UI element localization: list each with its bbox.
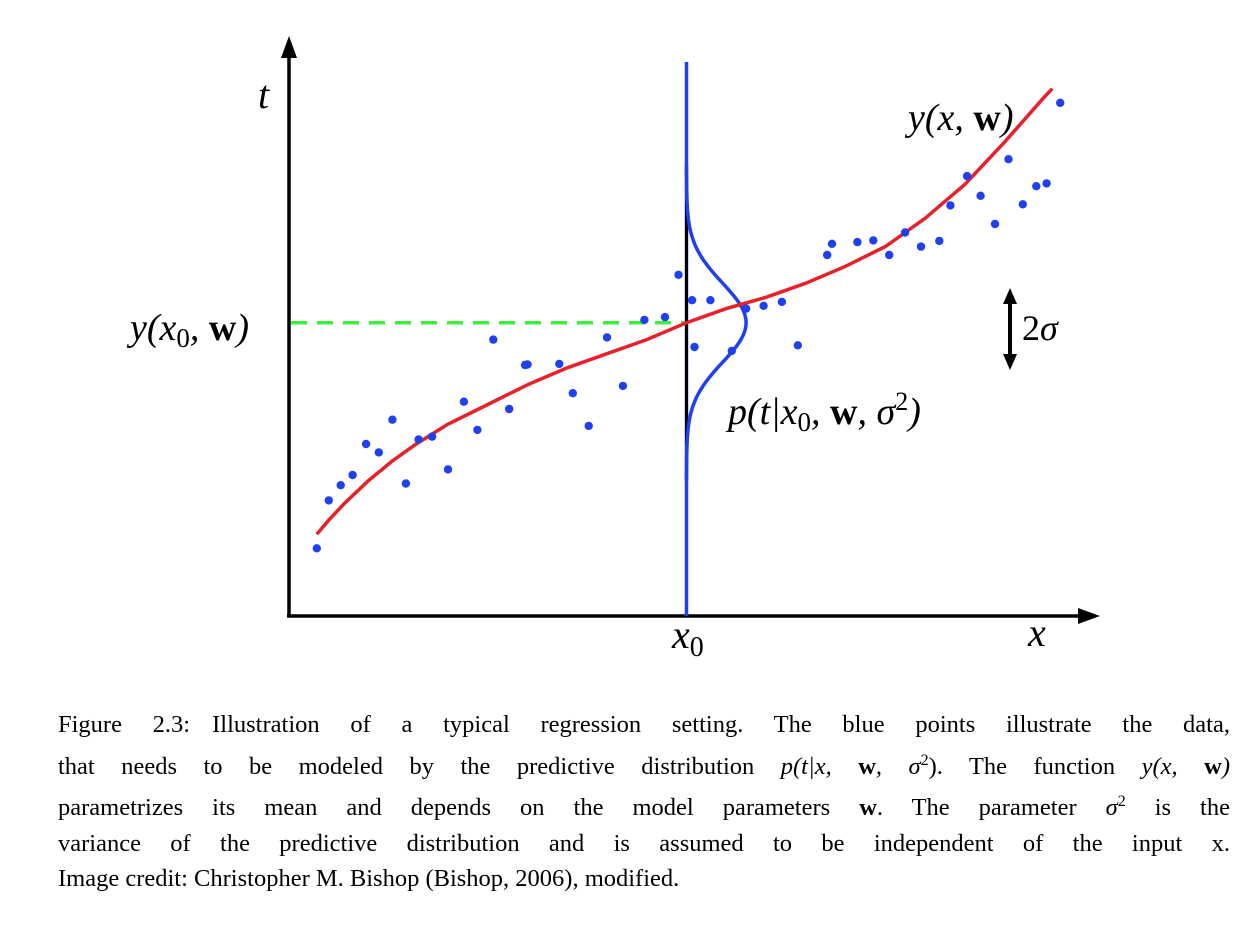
predictive-distribution-curve (684, 164, 748, 481)
data-point (312, 544, 321, 553)
caption-line: parametrizes its mean and depends on the… (58, 784, 1230, 826)
data-point (555, 359, 564, 369)
data-point (324, 496, 333, 505)
data-point (916, 242, 926, 251)
data-point (976, 191, 985, 200)
x-axis-label: x (1027, 610, 1046, 655)
caption-segment: variance of the predictive distribution … (58, 829, 1230, 857)
caption-segment: Image credit: Christopher M. Bishop (Bis… (58, 865, 680, 893)
data-points (312, 98, 1065, 553)
data-point (1004, 155, 1013, 164)
caption-segment: w (1204, 752, 1222, 780)
data-point (900, 228, 910, 237)
data-point (946, 201, 955, 210)
caption-segment: 2 (920, 751, 929, 769)
data-point (674, 270, 683, 279)
data-point (687, 296, 697, 305)
data-point (853, 237, 862, 247)
data-point (401, 479, 411, 488)
caption-segment: Illustration of a typical regression set… (212, 711, 1230, 738)
caption-segment: p(t|x, (780, 752, 859, 780)
data-point (568, 389, 577, 398)
t-axis-label: t (258, 72, 270, 117)
data-point (348, 470, 357, 480)
data-point (388, 415, 397, 424)
caption-segment: ) (1221, 752, 1230, 780)
data-point (505, 404, 514, 414)
data-point (823, 250, 832, 260)
data-point (459, 397, 469, 406)
data-point (1042, 179, 1051, 188)
data-point (473, 425, 482, 435)
caption-line: Figure 2.3: Illustration of a typical reg… (58, 707, 1230, 743)
data-point (443, 465, 453, 474)
caption-segment: y(x, (1141, 752, 1205, 780)
data-point (1018, 200, 1027, 209)
data-point (336, 481, 345, 490)
caption-line: Image credit: Christopher M. Bishop (Bis… (58, 861, 1230, 897)
caption-segment: . The parameter (876, 794, 1106, 822)
caption-segment: that needs to be modeled by the predicti… (58, 752, 781, 780)
data-point (427, 432, 437, 441)
data-point (618, 381, 628, 391)
data-point (706, 296, 715, 305)
data-point (759, 301, 768, 310)
data-point (962, 171, 972, 181)
caption-segment: ). The function (928, 752, 1142, 780)
t-axis-arrowhead (281, 36, 297, 58)
caption-segment: w (859, 794, 877, 822)
data-point (827, 239, 837, 248)
data-point (727, 346, 736, 356)
x-axis-arrowhead (1078, 608, 1100, 624)
data-point (584, 421, 593, 431)
data-point (374, 448, 383, 457)
curve-label: y(x, w) (904, 97, 1014, 139)
data-point (361, 439, 371, 449)
caption-line: that needs to be modeled by the predicti… (58, 743, 1230, 785)
data-point (777, 297, 787, 307)
caption-segment: 2 (1117, 793, 1126, 811)
data-point (1056, 98, 1065, 108)
data-point (660, 312, 670, 322)
data-point (414, 435, 423, 444)
caption-segment: σ (1105, 794, 1118, 822)
data-point (990, 219, 1000, 229)
predictive-distribution-label: p(t|x0, w, σ2) (725, 387, 921, 437)
caption-segment: is the (1125, 794, 1230, 822)
data-point (640, 315, 649, 325)
data-point (489, 335, 498, 344)
x0-tick-label: x0 (671, 612, 704, 663)
caption-line: variance of the predictive distribution … (58, 826, 1230, 862)
data-point (690, 342, 699, 352)
regression-curve (315, 87, 1054, 536)
data-point (741, 304, 751, 313)
caption-segment: w (858, 752, 876, 780)
data-point (935, 236, 944, 246)
caption-segment: Figure 2.3: (58, 711, 191, 738)
two-sigma-marker (1003, 288, 1017, 370)
data-point (869, 236, 878, 245)
data-point (793, 341, 802, 350)
data-point (885, 250, 894, 260)
y-x0-label: y(x0, w) (126, 307, 249, 353)
data-point (1032, 182, 1041, 191)
figure-caption: Figure 2.3: Illustration of a typical reg… (58, 707, 1230, 897)
caption-segment: , σ (875, 752, 921, 780)
two-sigma-label: 2σ (1022, 308, 1059, 348)
caption-segment: parametrizes its mean and depends on the… (58, 794, 860, 822)
data-point (523, 360, 532, 369)
data-point (602, 333, 612, 342)
regression-figure: 2σ t x x0 y(x0, w) y(x, w) p(t|x0, w, σ2… (126, 36, 1100, 663)
